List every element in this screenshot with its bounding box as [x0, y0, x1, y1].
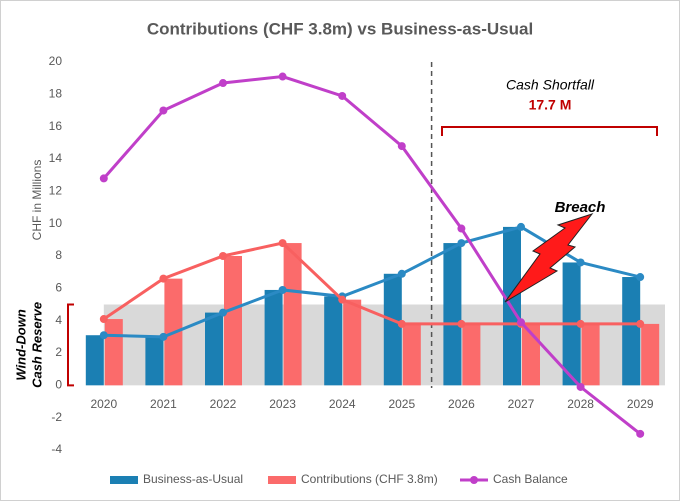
bar [205, 312, 223, 386]
y-tick-label: 18 [49, 87, 63, 101]
line-marker [636, 273, 645, 282]
line-marker [99, 174, 108, 183]
line-marker [99, 331, 108, 340]
line-marker [576, 319, 585, 328]
line-marker [219, 252, 227, 260]
line-marker [159, 274, 168, 283]
y-tick-label: 6 [55, 281, 62, 295]
x-tick-label: 2027 [508, 397, 535, 411]
line-marker [338, 91, 347, 100]
line-marker [99, 315, 108, 324]
line-marker [278, 285, 287, 294]
legend-label: Cash Balance [493, 472, 568, 486]
y-tick-label: 12 [49, 184, 63, 198]
line [102, 75, 642, 436]
line-marker [159, 106, 168, 115]
line-marker [457, 319, 466, 328]
legend-swatch [268, 476, 296, 484]
chart-title: Contributions (CHF 3.8m) vs Business-as-… [147, 19, 533, 38]
shortfall-amount: 17.7 M [529, 97, 572, 113]
y-tick-label: 10 [49, 216, 63, 230]
bar [402, 323, 421, 386]
line-marker [278, 72, 287, 81]
shortfall-title: Cash Shortfall [506, 77, 595, 93]
bar [145, 336, 164, 386]
line [102, 241, 641, 326]
reserve-label: Cash Reserve [29, 302, 44, 388]
bar [383, 273, 402, 386]
line-marker [576, 258, 585, 267]
shortfall-bracket [441, 126, 658, 136]
y-tick-label: 14 [49, 151, 63, 165]
bar [224, 256, 242, 386]
reserve-bracket [67, 303, 74, 387]
legend-label: Business-as-Usual [143, 472, 243, 486]
breach-bolt [504, 213, 594, 303]
line-marker [397, 269, 406, 278]
line-marker [278, 239, 287, 248]
x-tick-label: 2029 [627, 397, 654, 411]
legend-marker [470, 476, 478, 484]
y-tick-label: 8 [55, 248, 62, 262]
line-marker [517, 222, 525, 231]
legend-label: Contributions (CHF 3.8m) [301, 472, 438, 486]
x-tick-label: 2022 [210, 397, 237, 411]
y-axis-label: CHF in Millions [30, 160, 44, 241]
line-marker [159, 332, 168, 341]
x-tick-label: 2021 [150, 397, 177, 411]
line-marker [338, 295, 347, 304]
line-marker [636, 429, 645, 438]
x-tick-label: 2024 [329, 397, 356, 411]
line-marker [576, 382, 585, 391]
bar [324, 296, 343, 386]
line-marker [397, 142, 406, 151]
line-marker [397, 319, 406, 328]
legend-swatch [110, 476, 138, 484]
bar [104, 319, 123, 386]
bar [581, 323, 600, 386]
line-marker [219, 79, 227, 88]
x-tick-label: 2025 [388, 397, 415, 411]
bar [641, 323, 660, 386]
x-tick-label: 2028 [567, 397, 594, 411]
line-marker [219, 308, 227, 317]
y-tick-label: -4 [51, 442, 62, 456]
reserve-label: Wind-Down [13, 309, 28, 380]
y-tick-label: 0 [55, 378, 62, 392]
y-tick-label: -2 [51, 410, 62, 424]
x-tick-label: 2020 [90, 397, 117, 411]
line-marker [636, 319, 645, 328]
bar [283, 243, 302, 386]
line-marker [457, 239, 466, 248]
line-marker [517, 318, 525, 327]
breach-label: Breach [555, 199, 606, 216]
y-tick-label: 4 [55, 313, 62, 327]
bar [343, 299, 362, 386]
bar [85, 335, 104, 386]
y-tick-label: 2 [55, 345, 62, 359]
bar [443, 243, 462, 386]
bar [622, 277, 641, 386]
bar [462, 323, 481, 386]
line-marker [457, 224, 466, 233]
y-tick-label: 16 [49, 119, 63, 133]
bar [264, 289, 283, 386]
x-tick-label: 2026 [448, 397, 475, 411]
x-tick-label: 2023 [269, 397, 296, 411]
y-tick-label: 20 [49, 54, 63, 68]
